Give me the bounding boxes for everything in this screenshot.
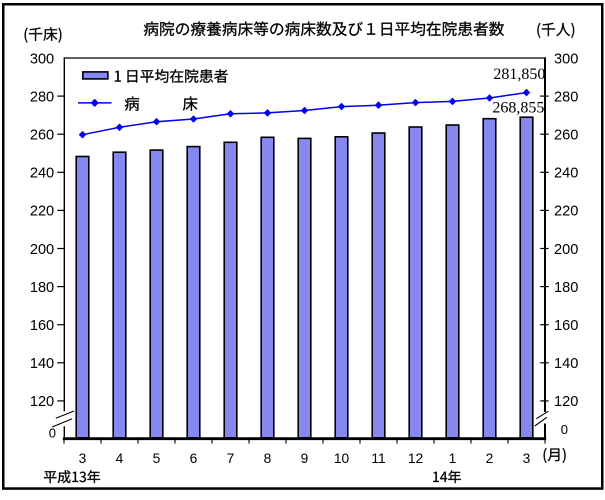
svg-text:200: 200: [554, 242, 578, 258]
svg-text:10: 10: [334, 451, 350, 466]
svg-text:200: 200: [30, 242, 54, 258]
svg-text:160: 160: [554, 318, 578, 334]
svg-text:260: 260: [554, 128, 578, 144]
svg-text:300: 300: [30, 51, 54, 67]
svg-text:160: 160: [30, 318, 54, 334]
svg-text:1: 1: [449, 451, 457, 466]
svg-text:180: 180: [554, 280, 578, 296]
svg-text:2: 2: [486, 451, 494, 466]
svg-text:180: 180: [30, 280, 54, 296]
svg-text:140: 140: [554, 356, 578, 372]
svg-text:5: 5: [153, 451, 161, 466]
svg-text:280: 280: [30, 89, 54, 105]
svg-text:0: 0: [49, 426, 56, 441]
svg-text:240: 240: [554, 166, 578, 182]
svg-text:300: 300: [554, 51, 578, 67]
svg-text:220: 220: [554, 204, 578, 220]
svg-text:3: 3: [79, 451, 87, 466]
svg-text:0: 0: [561, 422, 568, 437]
svg-text:7: 7: [227, 451, 235, 466]
svg-text:4: 4: [116, 451, 124, 466]
svg-text:8: 8: [264, 451, 272, 466]
svg-text:268,855: 268,855: [492, 99, 544, 116]
svg-text:220: 220: [30, 204, 54, 220]
svg-text:280: 280: [554, 89, 578, 105]
svg-text:9: 9: [301, 451, 309, 466]
svg-text:120: 120: [30, 394, 54, 410]
svg-text:240: 240: [30, 166, 54, 182]
svg-text:260: 260: [30, 128, 54, 144]
svg-text:11: 11: [371, 451, 385, 466]
svg-text:6: 6: [190, 451, 198, 466]
svg-text:120: 120: [554, 394, 578, 410]
svg-text:3: 3: [523, 451, 531, 466]
svg-text:140: 140: [30, 356, 54, 372]
svg-text:12: 12: [408, 451, 423, 466]
svg-text:281,850: 281,850: [493, 66, 545, 83]
